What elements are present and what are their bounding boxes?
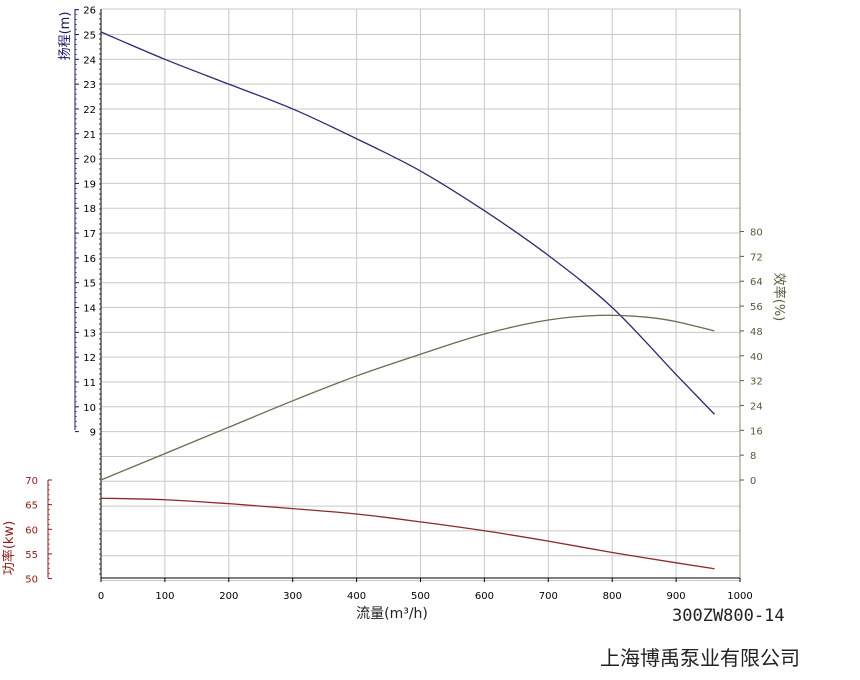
head-tick-label: 13 [83, 328, 96, 339]
power-tick-label: 55 [25, 550, 38, 561]
head-tick-label: 15 [83, 279, 96, 290]
efficiency-tick-label: 64 [750, 277, 763, 288]
head-tick-label: 23 [83, 80, 96, 91]
efficiency-tick-label: 0 [750, 476, 756, 487]
efficiency-tick-label: 56 [750, 302, 763, 313]
efficiency-tick-label: 80 [750, 228, 763, 239]
efficiency-axis-label: 效率(%) [771, 273, 787, 322]
head-tick-label: 26 [83, 6, 96, 17]
head-tick-label: 17 [83, 229, 96, 240]
power-tick-label: 65 [25, 501, 38, 512]
efficiency-tick-label: 24 [750, 401, 763, 412]
head-tick-label: 21 [83, 130, 96, 141]
x-tick-label: 1000 [727, 591, 752, 602]
x-tick-label: 0 [98, 591, 104, 602]
x-tick-label: 800 [603, 591, 622, 602]
head-curve [100, 31, 715, 415]
head-tick-label: 19 [83, 179, 96, 190]
power-tick-label: 60 [25, 525, 38, 536]
efficiency-tick-label: 16 [750, 426, 763, 437]
x-tick-label: 200 [219, 591, 238, 602]
x-axis-label: 流量(m³/h) [356, 606, 428, 622]
power-tick-label: 50 [25, 575, 38, 586]
x-tick-label: 600 [475, 591, 494, 602]
axes [47, 9, 744, 582]
head-tick-label: 10 [83, 403, 96, 414]
efficiency-tick-label: 72 [750, 252, 763, 263]
power-tick-label: 70 [25, 476, 38, 487]
efficiency-tick-label: 32 [750, 377, 763, 388]
x-tick-label: 900 [667, 591, 686, 602]
tick-labels: 0 100 200 300 400 500 600 700 800 900 100091011121… [25, 6, 762, 602]
efficiency-tick-label: 40 [750, 352, 763, 363]
x-tick-label: 300 [283, 591, 302, 602]
head-tick-label: 18 [83, 204, 96, 215]
efficiency-tick-label: 48 [750, 327, 763, 338]
head-tick-label: 16 [83, 254, 96, 265]
power-axis-label: 功率(kw) [1, 521, 17, 575]
head-tick-label: 11 [83, 378, 96, 389]
power-curve [100, 497, 715, 570]
pump-model: 300ZW800-14 [672, 606, 785, 626]
efficiency-tick-label: 8 [750, 451, 756, 462]
company-name: 上海博禹泵业有限公司 [600, 646, 800, 670]
head-tick-label: 25 [83, 31, 96, 42]
head-axis-label: 扬程(m) [58, 12, 73, 61]
efficiency-curve [100, 314, 715, 481]
x-tick-label: 100 [155, 591, 174, 602]
series-lines [100, 31, 715, 570]
head-tick-label: 9 [90, 428, 96, 439]
head-tick-label: 12 [83, 353, 96, 364]
head-tick-label: 14 [83, 304, 96, 315]
x-tick-label: 500 [411, 591, 430, 602]
grid [100, 8, 741, 582]
head-tick-label: 20 [83, 155, 96, 166]
head-tick-label: 22 [83, 105, 96, 116]
head-tick-label: 24 [83, 55, 96, 66]
x-tick-label: 400 [347, 591, 366, 602]
x-tick-label: 700 [539, 591, 558, 602]
